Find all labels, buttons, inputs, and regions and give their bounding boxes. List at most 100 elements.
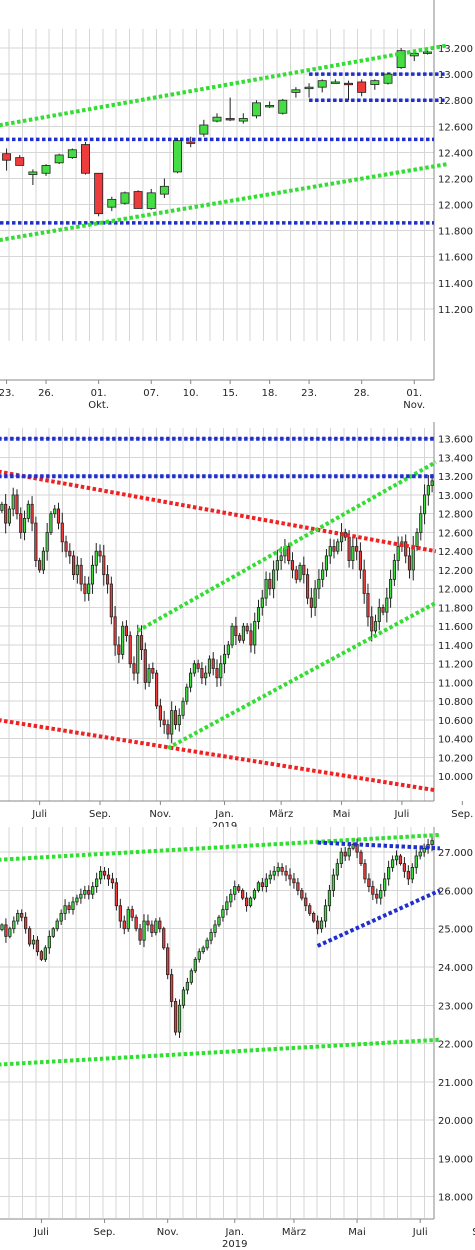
candle-body xyxy=(87,583,91,594)
x-tick-label: Sep. xyxy=(89,809,111,820)
candle-body xyxy=(371,886,375,895)
y-tick-label: 13.600 xyxy=(438,435,473,446)
candle-body xyxy=(414,855,418,868)
candle-body xyxy=(133,191,143,209)
candle-body xyxy=(94,550,98,566)
candle-body xyxy=(419,513,423,533)
candle-body xyxy=(47,935,51,949)
candle-body xyxy=(229,893,233,903)
candle-body xyxy=(162,719,166,726)
candle-body xyxy=(317,578,321,590)
x-tick-label: März xyxy=(269,809,293,820)
candle-body xyxy=(83,890,87,895)
y-tick-label: 11.200 xyxy=(438,660,473,671)
candle-body xyxy=(330,81,340,84)
candle-body xyxy=(147,668,151,683)
candle-body xyxy=(30,503,34,524)
candle-body xyxy=(302,564,306,576)
candle-body xyxy=(158,920,162,930)
candle-body xyxy=(39,951,44,960)
candle-body xyxy=(390,859,395,868)
y-tick-label: 10.200 xyxy=(438,753,473,764)
candle-body xyxy=(357,81,367,93)
candle-body xyxy=(373,621,378,632)
candle-body xyxy=(132,663,136,674)
y-tick-label: 27.000 xyxy=(438,848,473,859)
candle-body xyxy=(60,522,64,543)
candle-body xyxy=(107,198,117,208)
y-tick-label: 12.600 xyxy=(438,122,473,133)
candle-body xyxy=(136,635,140,674)
y-tick-label: 11.000 xyxy=(438,678,473,689)
candle-body xyxy=(27,928,32,945)
candle-body xyxy=(331,874,336,891)
channel-lower-line xyxy=(166,601,437,750)
candle-body xyxy=(146,920,150,926)
y-tick-label: 13.200 xyxy=(438,44,473,55)
x-tick-label: Jan. xyxy=(214,809,234,820)
x-tick-label: 28. xyxy=(354,388,370,399)
candle-body xyxy=(288,874,292,880)
candle-body xyxy=(287,546,291,561)
candle-body xyxy=(213,924,217,933)
trend-channel-line xyxy=(0,162,448,243)
candle-body xyxy=(150,924,154,933)
candle-body xyxy=(68,550,72,557)
candle-body xyxy=(209,932,213,941)
x-tick-label: März xyxy=(282,1227,306,1238)
x-tick-sublabel: 2019 xyxy=(222,1239,247,1250)
candle-body xyxy=(124,625,128,636)
candle-body xyxy=(181,700,185,716)
x-tick-label: Juli xyxy=(33,1227,49,1238)
candle-body xyxy=(351,844,355,849)
candle-body xyxy=(238,118,248,122)
candle-body xyxy=(315,920,320,930)
candle-body xyxy=(67,149,77,159)
candle-body xyxy=(26,503,30,519)
candle-body xyxy=(56,508,61,524)
candle-body xyxy=(24,916,28,930)
candle-body xyxy=(291,89,301,93)
x-tick-label: Sep. xyxy=(472,1227,475,1238)
y-tick-label: 11.400 xyxy=(438,641,473,652)
x-tick-label: Nov. xyxy=(149,809,171,820)
candle-body xyxy=(298,564,302,580)
candle-body xyxy=(275,560,279,571)
candle-body xyxy=(155,672,159,707)
candle-body xyxy=(193,958,197,972)
dow-jones-candlestick-chart: 27.000 26.000 25.000 24.000 23.000 22.000 21.0… xyxy=(0,827,475,1250)
candle-body xyxy=(319,920,324,930)
candle-body xyxy=(394,855,399,861)
candle-body xyxy=(170,974,174,1002)
candle-body xyxy=(370,80,380,85)
support-trend-line xyxy=(0,718,437,793)
channel-lower-line xyxy=(0,1037,441,1067)
candle-body xyxy=(0,924,4,931)
x-tick-label: 01. xyxy=(406,388,422,399)
candle-body xyxy=(344,82,353,86)
candle-body xyxy=(355,844,359,853)
candle-body xyxy=(278,99,288,114)
candle-body xyxy=(339,851,343,865)
candle-body xyxy=(114,882,119,907)
candle-body xyxy=(54,154,64,164)
candle-body xyxy=(336,541,340,552)
candle-body xyxy=(418,851,422,857)
candle-body xyxy=(233,886,237,895)
x-tick-label: 23. xyxy=(301,388,317,399)
y-tick-label: 10.800 xyxy=(438,697,473,708)
candle-body xyxy=(134,916,138,930)
candle-body xyxy=(225,901,229,910)
candle-body xyxy=(221,909,225,918)
candle-body xyxy=(249,630,253,646)
candle-body xyxy=(102,555,106,576)
y-tick-label: 10.600 xyxy=(438,716,473,727)
candle-body xyxy=(43,947,47,960)
candle-body xyxy=(177,714,181,726)
candle-body xyxy=(385,597,389,613)
candle-body xyxy=(94,172,104,215)
candle-body xyxy=(292,878,296,884)
candle-body xyxy=(4,924,8,937)
candle-body xyxy=(343,851,347,857)
candle-body xyxy=(79,893,83,899)
